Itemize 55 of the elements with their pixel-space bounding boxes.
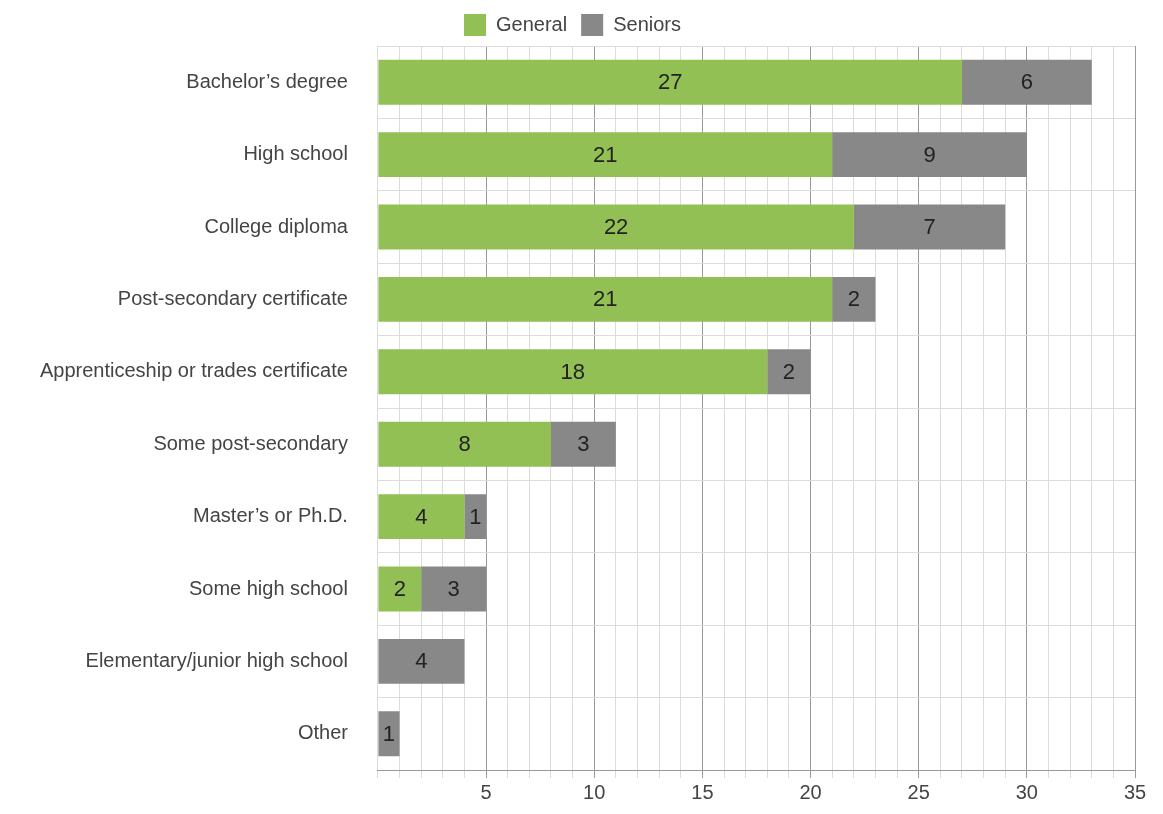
bar bbox=[378, 276, 833, 322]
data-label: 27 bbox=[657, 69, 683, 95]
data-label: 3 bbox=[577, 431, 590, 457]
data-label: 3 bbox=[447, 576, 460, 602]
y-tick-label: Some post-secondary bbox=[153, 431, 348, 454]
legend-label: Seniors bbox=[613, 12, 681, 35]
data-label: 9 bbox=[923, 141, 936, 167]
x-tick-label: 35 bbox=[1123, 780, 1147, 803]
bar bbox=[832, 132, 1027, 178]
bar bbox=[464, 494, 487, 540]
bar bbox=[378, 132, 833, 178]
legend-label: General bbox=[496, 12, 568, 35]
bar bbox=[378, 59, 962, 105]
data-label: 2 bbox=[847, 286, 860, 312]
bar bbox=[378, 494, 465, 540]
bar bbox=[853, 204, 1006, 250]
data-label: 21 bbox=[593, 286, 618, 312]
y-tick-label: High school bbox=[243, 142, 348, 165]
data-label: 18 bbox=[560, 358, 586, 384]
data-label: 1 bbox=[382, 720, 396, 746]
x-tick-label: 10 bbox=[583, 780, 606, 803]
x-tick-label: 25 bbox=[907, 780, 930, 803]
data-label: 22 bbox=[603, 214, 629, 240]
bar bbox=[378, 711, 400, 757]
bar bbox=[832, 276, 876, 322]
x-tick-label: 5 bbox=[480, 780, 492, 803]
y-tick-label: Elementary/junior high school bbox=[85, 648, 348, 671]
bar bbox=[767, 349, 811, 395]
bar bbox=[378, 638, 465, 684]
data-label: 21 bbox=[593, 141, 618, 167]
y-tick-label: Post-secondary certificate bbox=[117, 286, 348, 309]
y-tick-label: Other bbox=[297, 721, 349, 744]
bar bbox=[378, 566, 422, 612]
y-tick-label: Apprenticeship or trades certificate bbox=[39, 359, 348, 382]
data-label: 2 bbox=[393, 576, 406, 602]
y-tick-label: Some high school bbox=[188, 576, 348, 599]
data-label: 6 bbox=[1020, 69, 1033, 95]
x-tick-label: 20 bbox=[799, 780, 822, 803]
data-label: 4 bbox=[415, 648, 428, 674]
data-label: 7 bbox=[923, 214, 936, 240]
bar bbox=[378, 204, 854, 250]
x-tick-label: 15 bbox=[691, 780, 714, 803]
data-label: 1 bbox=[469, 503, 482, 529]
bar bbox=[550, 421, 616, 467]
data-label: 2 bbox=[782, 358, 796, 384]
bar bbox=[421, 566, 487, 612]
bar bbox=[378, 421, 551, 467]
x-tick-label: 30 bbox=[1015, 780, 1038, 803]
bar bbox=[378, 349, 768, 395]
y-tick-label: Master’s or Ph.D. bbox=[193, 504, 348, 527]
data-label: 4 bbox=[415, 503, 428, 529]
y-tick-label: College diploma bbox=[204, 214, 349, 237]
data-label: 8 bbox=[458, 431, 471, 457]
y-tick-label: Bachelor’s degree bbox=[186, 69, 348, 92]
bar bbox=[961, 59, 1092, 105]
